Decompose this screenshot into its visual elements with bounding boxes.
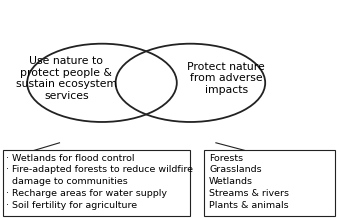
Text: Plants & animals: Plants & animals [209,201,289,210]
Text: Forests: Forests [209,154,243,163]
Text: · Recharge areas for water supply: · Recharge areas for water supply [6,189,167,198]
Text: damage to communities: damage to communities [6,177,128,186]
Text: Use nature to
protect people &
sustain ecosystem
services: Use nature to protect people & sustain e… [16,56,117,101]
FancyBboxPatch shape [3,150,190,216]
Text: Wetlands: Wetlands [209,177,253,186]
Text: · Fire-adapted forests to reduce wildfire: · Fire-adapted forests to reduce wildfir… [6,165,193,174]
FancyBboxPatch shape [204,150,335,216]
Text: Streams & rivers: Streams & rivers [209,189,289,198]
Text: Protect nature
from adverse
impacts: Protect nature from adverse impacts [187,62,265,95]
Text: · Soil fertility for agriculture: · Soil fertility for agriculture [6,201,137,210]
Text: Grasslands: Grasslands [209,165,262,174]
Text: · Wetlands for flood control: · Wetlands for flood control [6,154,135,163]
